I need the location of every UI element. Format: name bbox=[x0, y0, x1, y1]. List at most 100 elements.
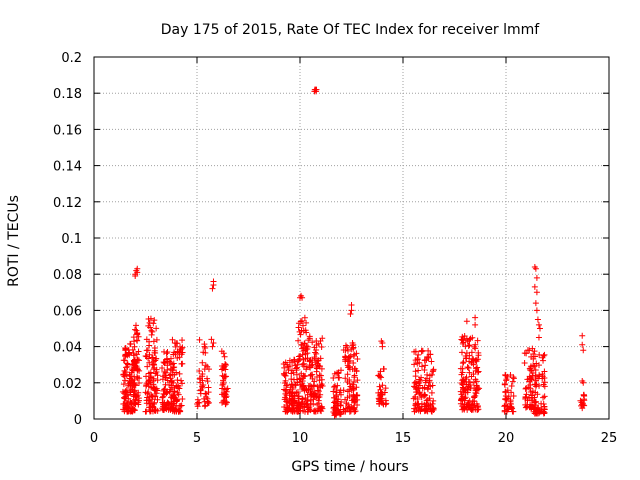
data-point bbox=[221, 385, 228, 392]
data-point bbox=[540, 400, 547, 407]
data-point bbox=[535, 334, 542, 341]
data-point bbox=[144, 347, 151, 354]
data-point bbox=[149, 354, 156, 361]
data-point bbox=[474, 384, 481, 391]
data-point bbox=[176, 408, 183, 415]
data-point bbox=[526, 365, 533, 372]
data-point bbox=[284, 361, 291, 368]
data-point bbox=[150, 320, 157, 327]
data-point bbox=[428, 389, 435, 396]
data-point bbox=[315, 357, 322, 364]
data-point bbox=[458, 397, 465, 404]
data-point bbox=[529, 404, 536, 411]
data-point bbox=[506, 403, 513, 410]
data-point bbox=[463, 318, 470, 325]
data-point bbox=[509, 378, 516, 385]
data-point bbox=[282, 387, 289, 394]
data-point bbox=[288, 389, 295, 396]
data-point bbox=[194, 401, 201, 408]
data-point bbox=[152, 350, 159, 357]
data-point bbox=[202, 362, 209, 369]
data-point bbox=[297, 331, 304, 338]
data-point bbox=[171, 340, 178, 347]
data-point bbox=[533, 307, 540, 314]
data-point bbox=[136, 375, 143, 382]
data-point bbox=[532, 389, 539, 396]
data-point bbox=[153, 325, 160, 332]
data-point bbox=[347, 383, 354, 390]
data-point bbox=[143, 373, 150, 380]
data-point bbox=[142, 389, 149, 396]
data-point bbox=[510, 393, 517, 400]
data-point bbox=[521, 360, 528, 367]
data-point bbox=[150, 358, 157, 365]
data-point bbox=[429, 382, 436, 389]
data-point bbox=[533, 360, 540, 367]
data-point bbox=[580, 379, 587, 386]
data-point bbox=[427, 351, 434, 358]
data-point bbox=[303, 398, 310, 405]
data-point bbox=[299, 345, 306, 352]
data-point bbox=[310, 400, 317, 407]
data-point bbox=[133, 351, 140, 358]
data-point bbox=[502, 395, 509, 402]
data-point bbox=[301, 340, 308, 347]
data-point bbox=[169, 371, 176, 378]
data-point bbox=[149, 408, 156, 415]
data-point bbox=[411, 361, 418, 368]
data-point bbox=[123, 387, 130, 394]
data-point bbox=[317, 384, 324, 391]
data-point bbox=[151, 317, 158, 324]
data-point bbox=[307, 364, 314, 371]
data-point bbox=[348, 307, 355, 314]
data-point bbox=[121, 408, 128, 415]
data-point bbox=[174, 355, 181, 362]
data-point bbox=[307, 372, 314, 379]
data-point bbox=[151, 399, 158, 406]
data-point bbox=[311, 390, 318, 397]
data-point bbox=[132, 326, 139, 333]
data-point bbox=[300, 327, 307, 334]
data-point bbox=[501, 381, 508, 388]
data-point bbox=[430, 397, 437, 404]
data-point bbox=[419, 363, 426, 370]
data-point bbox=[159, 364, 166, 371]
data-point bbox=[154, 396, 161, 403]
data-point bbox=[306, 363, 313, 370]
data-point bbox=[344, 379, 351, 386]
data-point bbox=[302, 355, 309, 362]
data-point bbox=[535, 404, 542, 411]
data-point bbox=[510, 374, 517, 381]
data-point bbox=[152, 357, 159, 364]
data-point bbox=[472, 314, 479, 321]
data-point bbox=[163, 350, 170, 357]
data-point bbox=[532, 399, 539, 406]
data-point bbox=[424, 353, 431, 360]
x-tick-label: 0 bbox=[90, 431, 98, 446]
data-point bbox=[122, 404, 129, 411]
data-point bbox=[422, 362, 429, 369]
data-point bbox=[300, 322, 307, 329]
data-point bbox=[308, 371, 315, 378]
data-point bbox=[146, 359, 153, 366]
data-point bbox=[418, 347, 425, 354]
data-point bbox=[330, 388, 337, 395]
data-point bbox=[179, 380, 186, 387]
data-point bbox=[421, 384, 428, 391]
data-point bbox=[430, 367, 437, 374]
data-point bbox=[281, 403, 288, 410]
data-point bbox=[179, 344, 186, 351]
data-point bbox=[152, 393, 159, 400]
data-point bbox=[337, 391, 344, 398]
data-point bbox=[284, 406, 291, 413]
data-point bbox=[170, 405, 177, 412]
data-point bbox=[424, 396, 431, 403]
data-point bbox=[508, 383, 515, 390]
data-point bbox=[541, 393, 548, 400]
data-point bbox=[167, 375, 174, 382]
data-point bbox=[422, 392, 429, 399]
data-point bbox=[222, 361, 229, 368]
y-tick-label: 0.12 bbox=[53, 196, 82, 211]
data-point bbox=[532, 265, 539, 272]
data-point bbox=[347, 311, 354, 318]
